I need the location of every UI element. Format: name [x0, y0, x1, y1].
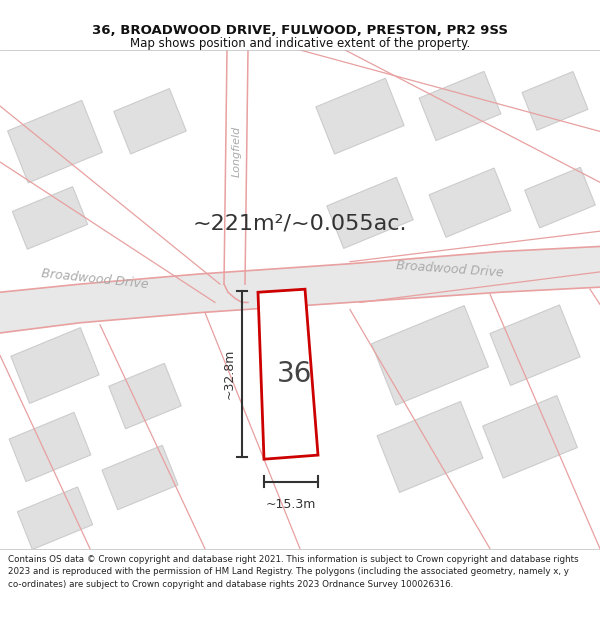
- Polygon shape: [524, 168, 595, 228]
- Text: Longfield: Longfield: [232, 126, 242, 178]
- Polygon shape: [9, 412, 91, 481]
- Polygon shape: [316, 78, 404, 154]
- Text: 36: 36: [277, 360, 312, 388]
- Text: ~32.8m: ~32.8m: [223, 349, 235, 399]
- Polygon shape: [11, 328, 99, 403]
- Polygon shape: [0, 246, 600, 333]
- Polygon shape: [13, 187, 88, 249]
- Polygon shape: [429, 168, 511, 238]
- Polygon shape: [490, 305, 580, 386]
- Text: ~221m²/~0.055ac.: ~221m²/~0.055ac.: [193, 213, 407, 233]
- Polygon shape: [371, 306, 488, 405]
- Text: Broadwood Drive: Broadwood Drive: [41, 267, 149, 291]
- Polygon shape: [522, 71, 588, 130]
- Text: ~15.3m: ~15.3m: [266, 498, 316, 511]
- Polygon shape: [419, 71, 501, 141]
- Text: 36, BROADWOOD DRIVE, FULWOOD, PRESTON, PR2 9SS: 36, BROADWOOD DRIVE, FULWOOD, PRESTON, P…: [92, 24, 508, 37]
- Text: Map shows position and indicative extent of the property.: Map shows position and indicative extent…: [130, 38, 470, 51]
- Polygon shape: [102, 445, 178, 510]
- Polygon shape: [109, 363, 181, 429]
- Polygon shape: [482, 396, 577, 478]
- Text: Contains OS data © Crown copyright and database right 2021. This information is : Contains OS data © Crown copyright and d…: [8, 555, 578, 589]
- Polygon shape: [258, 289, 318, 459]
- Polygon shape: [8, 101, 103, 182]
- Polygon shape: [377, 401, 483, 492]
- Polygon shape: [327, 177, 413, 248]
- Text: Broadwood Drive: Broadwood Drive: [396, 259, 504, 279]
- Polygon shape: [114, 89, 186, 154]
- Polygon shape: [17, 487, 92, 549]
